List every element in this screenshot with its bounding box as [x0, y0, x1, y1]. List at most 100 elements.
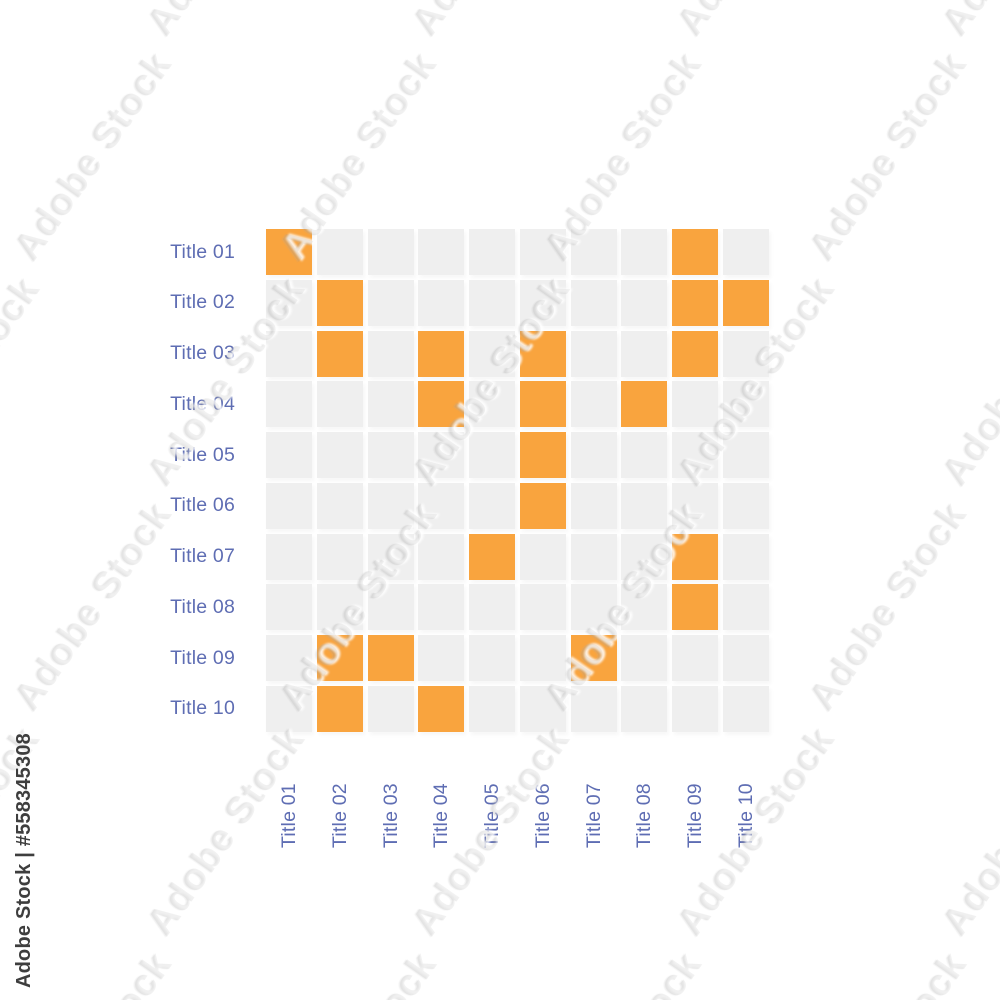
- heatmap-cell-inactive: [266, 635, 312, 681]
- heatmap-cell-inactive: [418, 635, 465, 681]
- heatmap-cell-inactive: [266, 685, 312, 732]
- heatmap-cell-inactive: [621, 279, 668, 326]
- watermark-tile: Adobe Stock: [934, 0, 1000, 43]
- heatmap-cell-inactive: [621, 330, 668, 377]
- col-label: Title 02: [328, 783, 351, 848]
- heatmap-cell-inactive: [570, 584, 617, 631]
- row-label: Title 06: [170, 494, 235, 517]
- heatmap-cell-inactive: [519, 584, 566, 631]
- heatmap-cell-inactive: [621, 584, 668, 631]
- heatmap-cell-active: [519, 432, 566, 478]
- row-label: Title 10: [170, 697, 235, 720]
- heatmap-cell-inactive: [367, 584, 414, 631]
- col-label-slot: Title 02: [317, 755, 363, 865]
- col-label-slot: Title 04: [418, 755, 464, 865]
- heatmap-cell-inactive: [519, 533, 566, 580]
- col-label: Title 10: [734, 783, 757, 848]
- heatmap-cell-inactive: [570, 482, 617, 529]
- col-label: Title 04: [430, 783, 453, 848]
- heatmap-cell-inactive: [266, 584, 312, 631]
- watermark-tile: Adobe Stock: [801, 44, 976, 268]
- col-label: Title 01: [278, 783, 300, 848]
- heatmap-cell-active: [418, 685, 465, 732]
- watermark-tile: Adobe Stock: [934, 270, 1000, 493]
- col-label: Title 05: [481, 783, 503, 848]
- col-label: Title 08: [633, 783, 656, 848]
- heatmap-cell-inactive: [672, 381, 718, 428]
- heatmap-cell-inactive: [519, 279, 566, 326]
- heatmap-cell-inactive: [316, 482, 363, 529]
- heatmap-cell-inactive: [570, 229, 617, 275]
- heatmap-cell-inactive: [722, 533, 769, 580]
- heatmap-cell-active: [316, 279, 363, 326]
- heatmap-cell-inactive: [367, 482, 414, 529]
- col-label-slot: Title 01: [266, 755, 312, 865]
- col-label-slot: Title 05: [469, 755, 515, 865]
- col-label: Title 03: [379, 783, 402, 848]
- heatmap-cell-inactive: [621, 229, 668, 275]
- watermark-tile: Adobe Stock: [404, 0, 579, 43]
- heatmap-cell-inactive: [672, 432, 718, 478]
- heatmap-cell-inactive: [367, 432, 414, 478]
- heatmap-cell-inactive: [418, 533, 465, 580]
- heatmap-cell-inactive: [722, 584, 769, 631]
- heatmap-cell-inactive: [722, 635, 769, 681]
- heatmap-cell-inactive: [418, 584, 465, 631]
- heatmap-cell-inactive: [266, 482, 312, 529]
- heatmap-cell-active: [672, 584, 718, 631]
- heatmap-cell-active: [418, 330, 465, 377]
- heatmap-cell-inactive: [367, 381, 414, 428]
- col-label: Title 07: [582, 783, 605, 848]
- col-label-slot: Title 10: [723, 755, 769, 865]
- heatmap-cell-inactive: [266, 533, 312, 580]
- heatmap-cell-inactive: [469, 482, 515, 529]
- heatmap-cell-inactive: [722, 482, 769, 529]
- heatmap-cell-active: [469, 533, 515, 580]
- heatmap-cell-inactive: [570, 381, 617, 428]
- row-label: Title 08: [170, 595, 235, 618]
- heatmap-cell-inactive: [418, 482, 465, 529]
- heatmap-cell-inactive: [469, 584, 515, 631]
- heatmap-cell-inactive: [266, 279, 312, 326]
- heatmap-cell-active: [672, 533, 718, 580]
- row-label: Title 03: [170, 342, 235, 364]
- heatmap-cell-active: [367, 635, 414, 681]
- heatmap-cell-inactive: [469, 279, 515, 326]
- heatmap-cell-inactive: [722, 330, 769, 377]
- row-label: Title 01: [170, 240, 235, 263]
- heatmap-cell-inactive: [621, 482, 668, 529]
- heatmap-cell-inactive: [316, 584, 363, 631]
- heatmap-cell-inactive: [519, 635, 566, 681]
- heatmap-cell-active: [316, 330, 363, 377]
- heatmap-cell-inactive: [367, 533, 414, 580]
- heatmap-cell-inactive: [722, 685, 769, 732]
- heatmap-cell-inactive: [469, 229, 515, 275]
- heatmap-cell-inactive: [418, 279, 465, 326]
- heatmap-cell-inactive: [570, 685, 617, 732]
- heatmap-row-labels: Title 01 Title 02 Title 03 Title 04 Title 05…: [0, 229, 238, 732]
- heatmap-cell-inactive: [367, 330, 414, 377]
- heatmap-cell-inactive: [266, 330, 312, 377]
- watermark-tile: Adobe Stock: [536, 945, 711, 1000]
- heatmap-cell-inactive: [316, 432, 363, 478]
- heatmap-cell-inactive: [672, 685, 718, 732]
- watermark-tile: Adobe Stock: [139, 0, 314, 43]
- col-label-slot: Title 06: [520, 755, 566, 865]
- col-label: Title 09: [684, 783, 706, 848]
- heatmap-cell-inactive: [367, 279, 414, 326]
- heatmap-cell-inactive: [316, 533, 363, 580]
- col-label-slot: Title 03: [368, 755, 414, 865]
- row-label: Title 07: [170, 545, 235, 567]
- col-label-slot: Title 08: [621, 755, 667, 865]
- row-label: Title 04: [170, 392, 235, 415]
- heatmap-cell-inactive: [722, 229, 769, 275]
- heatmap-cell-inactive: [570, 533, 617, 580]
- heatmap-cell-inactive: [316, 229, 363, 275]
- heatmap-cell-inactive: [469, 685, 515, 732]
- heatmap-cell-inactive: [621, 533, 668, 580]
- watermark-tile: Adobe Stock: [801, 494, 976, 718]
- col-label: Title 06: [531, 783, 554, 848]
- row-label: Title 02: [170, 291, 235, 314]
- heatmap-cell-inactive: [570, 432, 617, 478]
